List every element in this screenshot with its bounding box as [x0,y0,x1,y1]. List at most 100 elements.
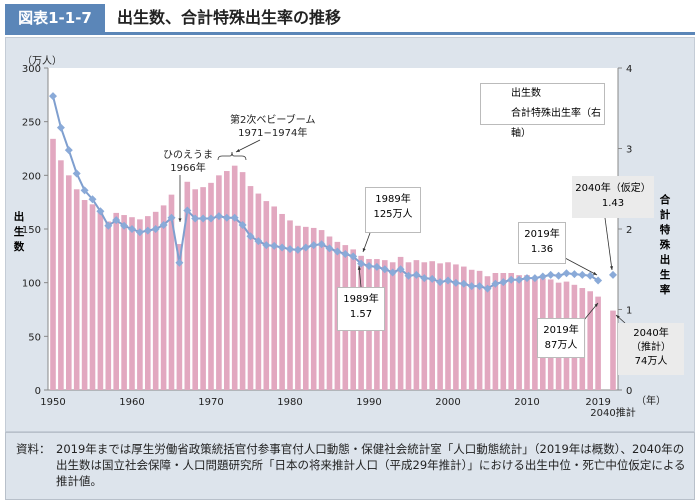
rate-point-1962 [143,226,152,235]
right-axis-title-char: 出 [659,254,671,266]
bar-1985 [326,236,333,390]
bar-1996 [413,260,420,390]
annotation-births-2019: 2019年 87万人 [537,318,585,358]
bar-1984 [318,230,325,390]
right-axis-title-char: 合 [659,194,671,206]
x-tick-label: 1990 [356,397,381,408]
x-tick-label: 2040推計 [590,406,635,419]
bar-1952 [66,175,72,390]
arrow-rate-2040-head [609,266,614,270]
arrow-rate-2040 [604,217,613,271]
bar-2004 [476,270,483,390]
rate-point-1950 [49,92,57,101]
right-axis-title: 合計特殊出生率 [659,193,671,298]
x-tick-label: 1960 [119,397,144,408]
bar-1994 [397,256,404,390]
bar-1968 [192,189,198,390]
bar-1983 [310,227,317,390]
rate-point-2005 [483,284,492,293]
rate-point-1955 [88,195,97,204]
rate-point-2019 [594,276,603,285]
left-tick-label: 100 [22,279,41,290]
arrow-babyboom [235,139,261,153]
rate-point-1995 [404,271,413,280]
x-tick-label: 2019 [585,397,610,408]
left-tick-label: 300 [22,64,41,75]
x-axis-unit: （年） [636,396,666,407]
bar-2000 [445,262,451,390]
right-axis-title-char: 殊 [659,239,671,251]
bar-1997 [421,262,428,390]
bar-2018 [587,291,593,390]
bar-1973 [231,165,238,390]
bar-1964 [160,205,167,390]
bar-1965 [168,194,175,390]
rate-point-2002 [459,279,468,288]
arrow-rate-2019 [564,257,598,276]
bar-1995 [405,262,412,390]
rate-point-2004 [475,282,484,291]
left-axis-title-char: 出 [13,211,25,223]
bar-1977 [263,201,270,390]
rate-point-2010 [523,274,531,283]
bar-1976 [255,193,262,390]
right-tick-label: 0 [626,386,632,397]
bar-1975 [247,186,254,390]
rate-point-2000 [444,276,452,285]
rate-point-1970 [207,214,215,223]
rate-point-1971 [214,212,223,221]
annotation-births-2040: 2040年 （推計） 74万人 [618,323,684,375]
right-axis-title-char: 率 [659,284,671,296]
bar-1981 [295,225,301,390]
arrow-rate-2019-head [593,271,597,275]
rate-point-1983 [309,241,318,250]
rate-point-1997 [420,274,429,283]
rate-point-1960 [128,225,136,233]
rate-point-1972 [222,213,231,222]
left-tick-label: 200 [22,171,41,182]
left-axis-title: 出生数 [13,210,25,255]
rate-point-1996 [412,270,421,279]
rate-point-1984 [317,240,326,249]
bar-1979 [279,213,285,390]
bar-1961 [137,219,143,390]
rate-point-1958 [112,216,121,225]
rate-point-1965 [167,213,176,222]
rate-point-1975 [246,232,255,241]
rate-point-1981 [293,245,302,254]
figure-number: 図表1-1-7 [5,4,105,32]
rate-point-1956 [96,207,105,216]
source-label: 資料： [16,442,51,456]
rate-point-1982 [301,243,310,252]
rate-point-1957 [104,221,113,230]
bar-1967 [184,181,191,390]
brace-babyboom [217,151,247,161]
arrow-births-2040-head [616,315,620,319]
rate-point-1953 [72,169,81,178]
bar-1950 [50,138,56,390]
rate-point-1986 [333,247,342,256]
rate-point-1969 [199,214,208,223]
bar-2006 [492,273,499,390]
x-tick-label: 1950 [40,397,65,408]
bar-1974 [239,172,246,390]
bar-1959 [121,215,127,390]
rate-point-2007 [499,278,508,287]
rate-point-1952 [64,146,73,155]
source-note: 資料： 2019年までは厚生労働省政策統括官付参事官付人口動態・保健社会統計室「… [5,432,695,500]
rate-point-1987 [341,249,350,258]
annotation-babyboom: 第2次ベビーブーム 1971−1974年 [230,115,316,139]
annotation-hinoeuma: ひのえうま 1966年 [163,150,213,174]
right-axis-title-char: 生 [659,269,671,281]
arrow-rate-1989-head [357,266,361,270]
bar-1978 [271,206,277,390]
rate-point-1998 [428,274,437,283]
bar-1972 [224,171,230,390]
legend-bars: 出生数 [511,88,541,99]
bar-2001 [453,264,459,390]
right-tick-label: 2 [626,225,632,236]
rate-point-2040 [609,270,617,279]
rate-point-1959 [120,221,129,230]
bar-2003 [468,269,475,390]
rate-point-1974 [238,220,247,229]
